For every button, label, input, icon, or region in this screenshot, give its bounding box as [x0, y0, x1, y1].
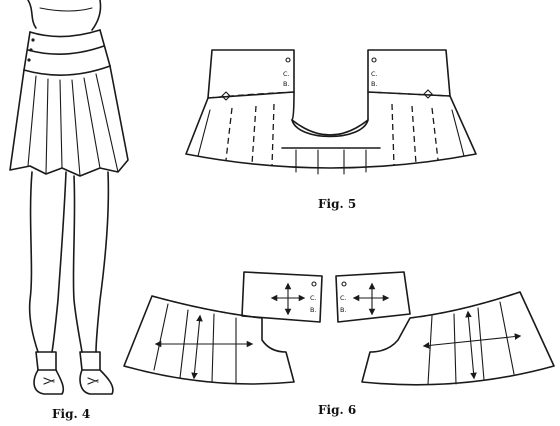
fig6-right-yoke: C. B.	[335, 271, 411, 323]
fig6-caption: Fig. 6	[318, 403, 356, 417]
fig6-mark-left-b: B.	[310, 306, 317, 314]
fig5-pattern: C. B. C. B.	[185, 49, 477, 175]
fig4-caption: Fig. 4	[52, 407, 90, 421]
fig5-mark-left-b: B.	[283, 80, 290, 88]
fig6-mark-right-b: B.	[340, 306, 347, 314]
fig6-right-skirt	[361, 291, 555, 386]
fig5-mark-right-b: B.	[371, 80, 378, 88]
fig5-caption: Fig. 5	[318, 197, 356, 211]
fig6-left-yoke: C. B.	[241, 271, 323, 323]
fig6-left-skirt	[123, 295, 295, 385]
fig5-mark-left-c: C.	[283, 70, 290, 78]
fig5-mark-right-c: C.	[371, 70, 378, 78]
fig6-mark-right-c: C.	[340, 294, 347, 302]
fig6-mark-left-c: C.	[310, 294, 317, 302]
fig4-figure	[9, 0, 129, 395]
